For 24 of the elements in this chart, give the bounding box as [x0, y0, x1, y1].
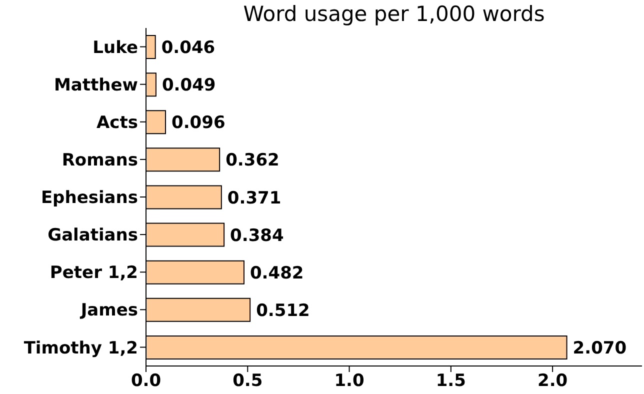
y-tick-label: Timothy 1,2 [24, 338, 138, 358]
data-label: 0.046 [161, 38, 216, 58]
y-tick-label: Galatians [48, 226, 138, 246]
y-tick-label: Ephesians [40, 188, 138, 208]
chart-title: Word usage per 1,000 words [243, 2, 545, 26]
x-tick-label: 2.0 [537, 371, 568, 392]
x-tick-label: 0.5 [232, 371, 263, 392]
y-tick-label: Romans [62, 150, 138, 170]
data-label: 0.362 [226, 150, 280, 171]
data-label: 0.482 [250, 263, 304, 284]
data-label: 0.371 [227, 188, 282, 208]
x-tick-label: 1.0 [334, 371, 365, 392]
data-label: 2.070 [572, 338, 627, 358]
y-tick-label: Matthew [54, 75, 138, 96]
data-label: 0.096 [172, 113, 226, 134]
x-tick-label: 1.5 [436, 371, 466, 392]
data-label: 0.512 [256, 300, 310, 321]
y-tick-label: James [80, 300, 138, 321]
data-label: 0.384 [230, 226, 284, 246]
y-tick-label: Luke [92, 38, 138, 58]
data-label: 0.049 [162, 76, 216, 96]
y-tick-label: Acts [96, 112, 138, 133]
y-tick-label: Peter 1,2 [50, 263, 138, 284]
x-tick-label: 0.0 [130, 371, 162, 392]
